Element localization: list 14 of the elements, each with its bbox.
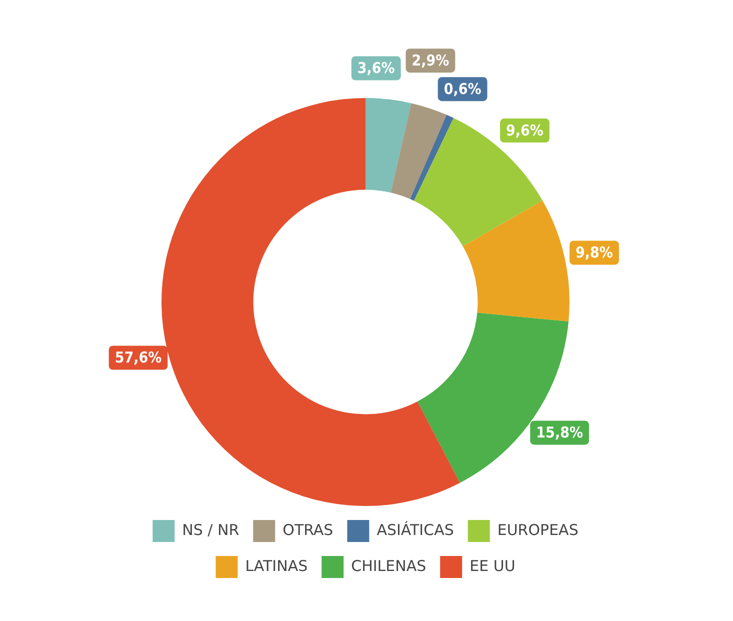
data-label: 2,9% — [412, 51, 450, 70]
data-label: 9,6% — [506, 121, 544, 140]
data-label: 9,8% — [576, 244, 614, 262]
data-label: 15,8% — [536, 424, 584, 442]
legend-label: NS / NR — [182, 520, 240, 539]
data-label: 57,6% — [114, 348, 162, 367]
legend-label: OTRAS — [282, 520, 334, 539]
legend-label: LATINAS — [245, 556, 308, 575]
data-label: 3,6% — [357, 59, 396, 78]
legend-label: ASIÁTICAS — [376, 520, 454, 539]
legend-label: CHILENAS — [351, 556, 426, 575]
data-label: 0,6% — [444, 80, 482, 98]
legend-label: EUROPEAS — [497, 520, 578, 539]
legend-label: EE UU — [470, 556, 516, 575]
